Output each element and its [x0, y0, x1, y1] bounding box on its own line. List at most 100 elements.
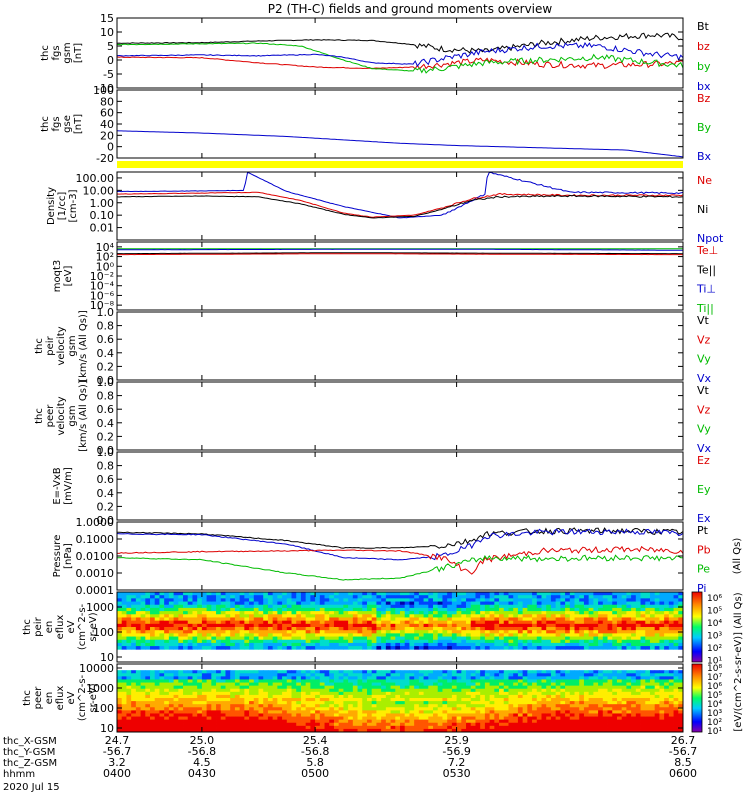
heatmap-cell	[447, 598, 453, 602]
heatmap-cell	[234, 676, 241, 680]
heatmap-cell	[282, 646, 288, 650]
heatmap-cell	[216, 722, 222, 727]
heatmap-cell	[437, 685, 443, 690]
heatmap-cell	[522, 627, 528, 631]
heatmap-cell	[499, 633, 505, 637]
heatmap-cell	[150, 725, 156, 730]
heatmap-cell	[532, 688, 538, 693]
heatmap-cell	[635, 704, 641, 708]
heatmap-cell	[173, 694, 179, 699]
heatmap-cell	[197, 713, 203, 717]
heatmap-cell	[649, 673, 656, 677]
heatmap-cell	[579, 642, 585, 647]
heatmap-cell	[678, 710, 684, 714]
heatmap-cell	[348, 642, 354, 647]
heatmap-cell	[343, 646, 349, 650]
heatmap-cell	[145, 685, 151, 690]
heatmap-cell	[272, 592, 278, 596]
heatmap-cell	[121, 630, 127, 634]
heatmap-cell	[569, 607, 575, 612]
heatmap-cell	[598, 636, 604, 641]
heatmap-cell	[216, 607, 222, 612]
series-line-Pb	[117, 545, 683, 575]
heatmap-cell	[414, 701, 420, 705]
heatmap-cell	[291, 614, 297, 618]
heatmap-cell	[414, 646, 420, 650]
heatmap-cell	[154, 722, 160, 727]
heatmap-cell	[150, 614, 156, 618]
heatmap-cell	[404, 633, 410, 637]
heatmap-cell	[517, 673, 524, 677]
heatmap-cell	[126, 673, 132, 677]
heatmap-cell	[560, 642, 566, 647]
heatmap-cell	[258, 595, 264, 599]
heatmap-cell	[225, 601, 231, 606]
heatmap-cell	[385, 713, 391, 717]
heatmap-cell	[352, 627, 358, 631]
heatmap-cell	[381, 682, 387, 687]
heatmap-cell	[145, 688, 151, 693]
heatmap-cell	[135, 627, 141, 631]
heatmap-cell	[673, 710, 679, 714]
heatmap-cell	[480, 710, 486, 714]
heatmap-cell	[400, 614, 406, 618]
heatmap-cell	[659, 598, 665, 602]
heatmap-cell	[371, 633, 377, 637]
heatmap-cell	[234, 636, 241, 641]
heatmap-cell	[315, 713, 321, 717]
heatmap-cell	[277, 611, 283, 615]
heatmap-cell	[598, 620, 604, 625]
heatmap-cell	[428, 701, 434, 705]
heatmap-cell	[428, 639, 434, 644]
heatmap-cell	[659, 611, 665, 615]
heatmap-cell	[461, 636, 467, 641]
heatmap-cell	[121, 685, 127, 690]
y-axis-label: [km/s (All Qs)]	[78, 380, 89, 452]
heatmap-cell	[565, 630, 571, 634]
heatmap-cell	[414, 604, 420, 609]
heatmap-cell	[282, 691, 288, 696]
heatmap-cell	[631, 601, 637, 606]
heatmap-cell	[187, 617, 193, 622]
heatmap-cell	[409, 707, 415, 711]
heatmap-cell	[550, 633, 557, 637]
heatmap-cell	[423, 620, 429, 625]
heatmap-cell	[631, 627, 637, 631]
heatmap-cell	[305, 713, 311, 717]
heatmap-cell	[173, 722, 179, 727]
heatmap-cell	[131, 719, 137, 724]
heatmap-cell	[211, 607, 217, 612]
heatmap-cell	[664, 685, 670, 690]
heatmap-cell	[433, 607, 439, 612]
heatmap-cell	[466, 614, 472, 618]
heatmap-cell	[319, 595, 325, 599]
heatmap-cell	[150, 617, 156, 622]
heatmap-cell	[329, 710, 335, 714]
heatmap-cell	[508, 592, 514, 596]
heatmap-cell	[593, 728, 599, 733]
heatmap-cell	[164, 707, 170, 711]
heatmap-cell	[475, 701, 481, 705]
heatmap-cell	[206, 614, 212, 618]
heatmap-cell	[635, 623, 641, 628]
heatmap-cell	[183, 627, 189, 631]
heatmap-cell	[305, 611, 311, 615]
heatmap-cell	[499, 617, 505, 622]
heatmap-cell	[517, 716, 524, 721]
heatmap-cell	[282, 701, 288, 705]
heatmap-cell	[527, 691, 533, 696]
heatmap-cell	[616, 698, 623, 702]
heatmap-cell	[395, 611, 401, 615]
heatmap-cell	[258, 676, 264, 680]
heatmap-cell	[178, 707, 184, 711]
heatmap-cell	[164, 607, 170, 612]
heatmap-cell	[173, 670, 179, 674]
heatmap-cell	[475, 673, 481, 677]
heatmap-cell	[423, 710, 429, 714]
heatmap-cell	[654, 620, 660, 625]
heatmap-cell	[664, 713, 670, 717]
heatmap-cell	[602, 685, 608, 690]
heatmap-cell	[555, 719, 561, 724]
heatmap-cell	[437, 676, 443, 680]
heatmap-cell	[131, 676, 137, 680]
